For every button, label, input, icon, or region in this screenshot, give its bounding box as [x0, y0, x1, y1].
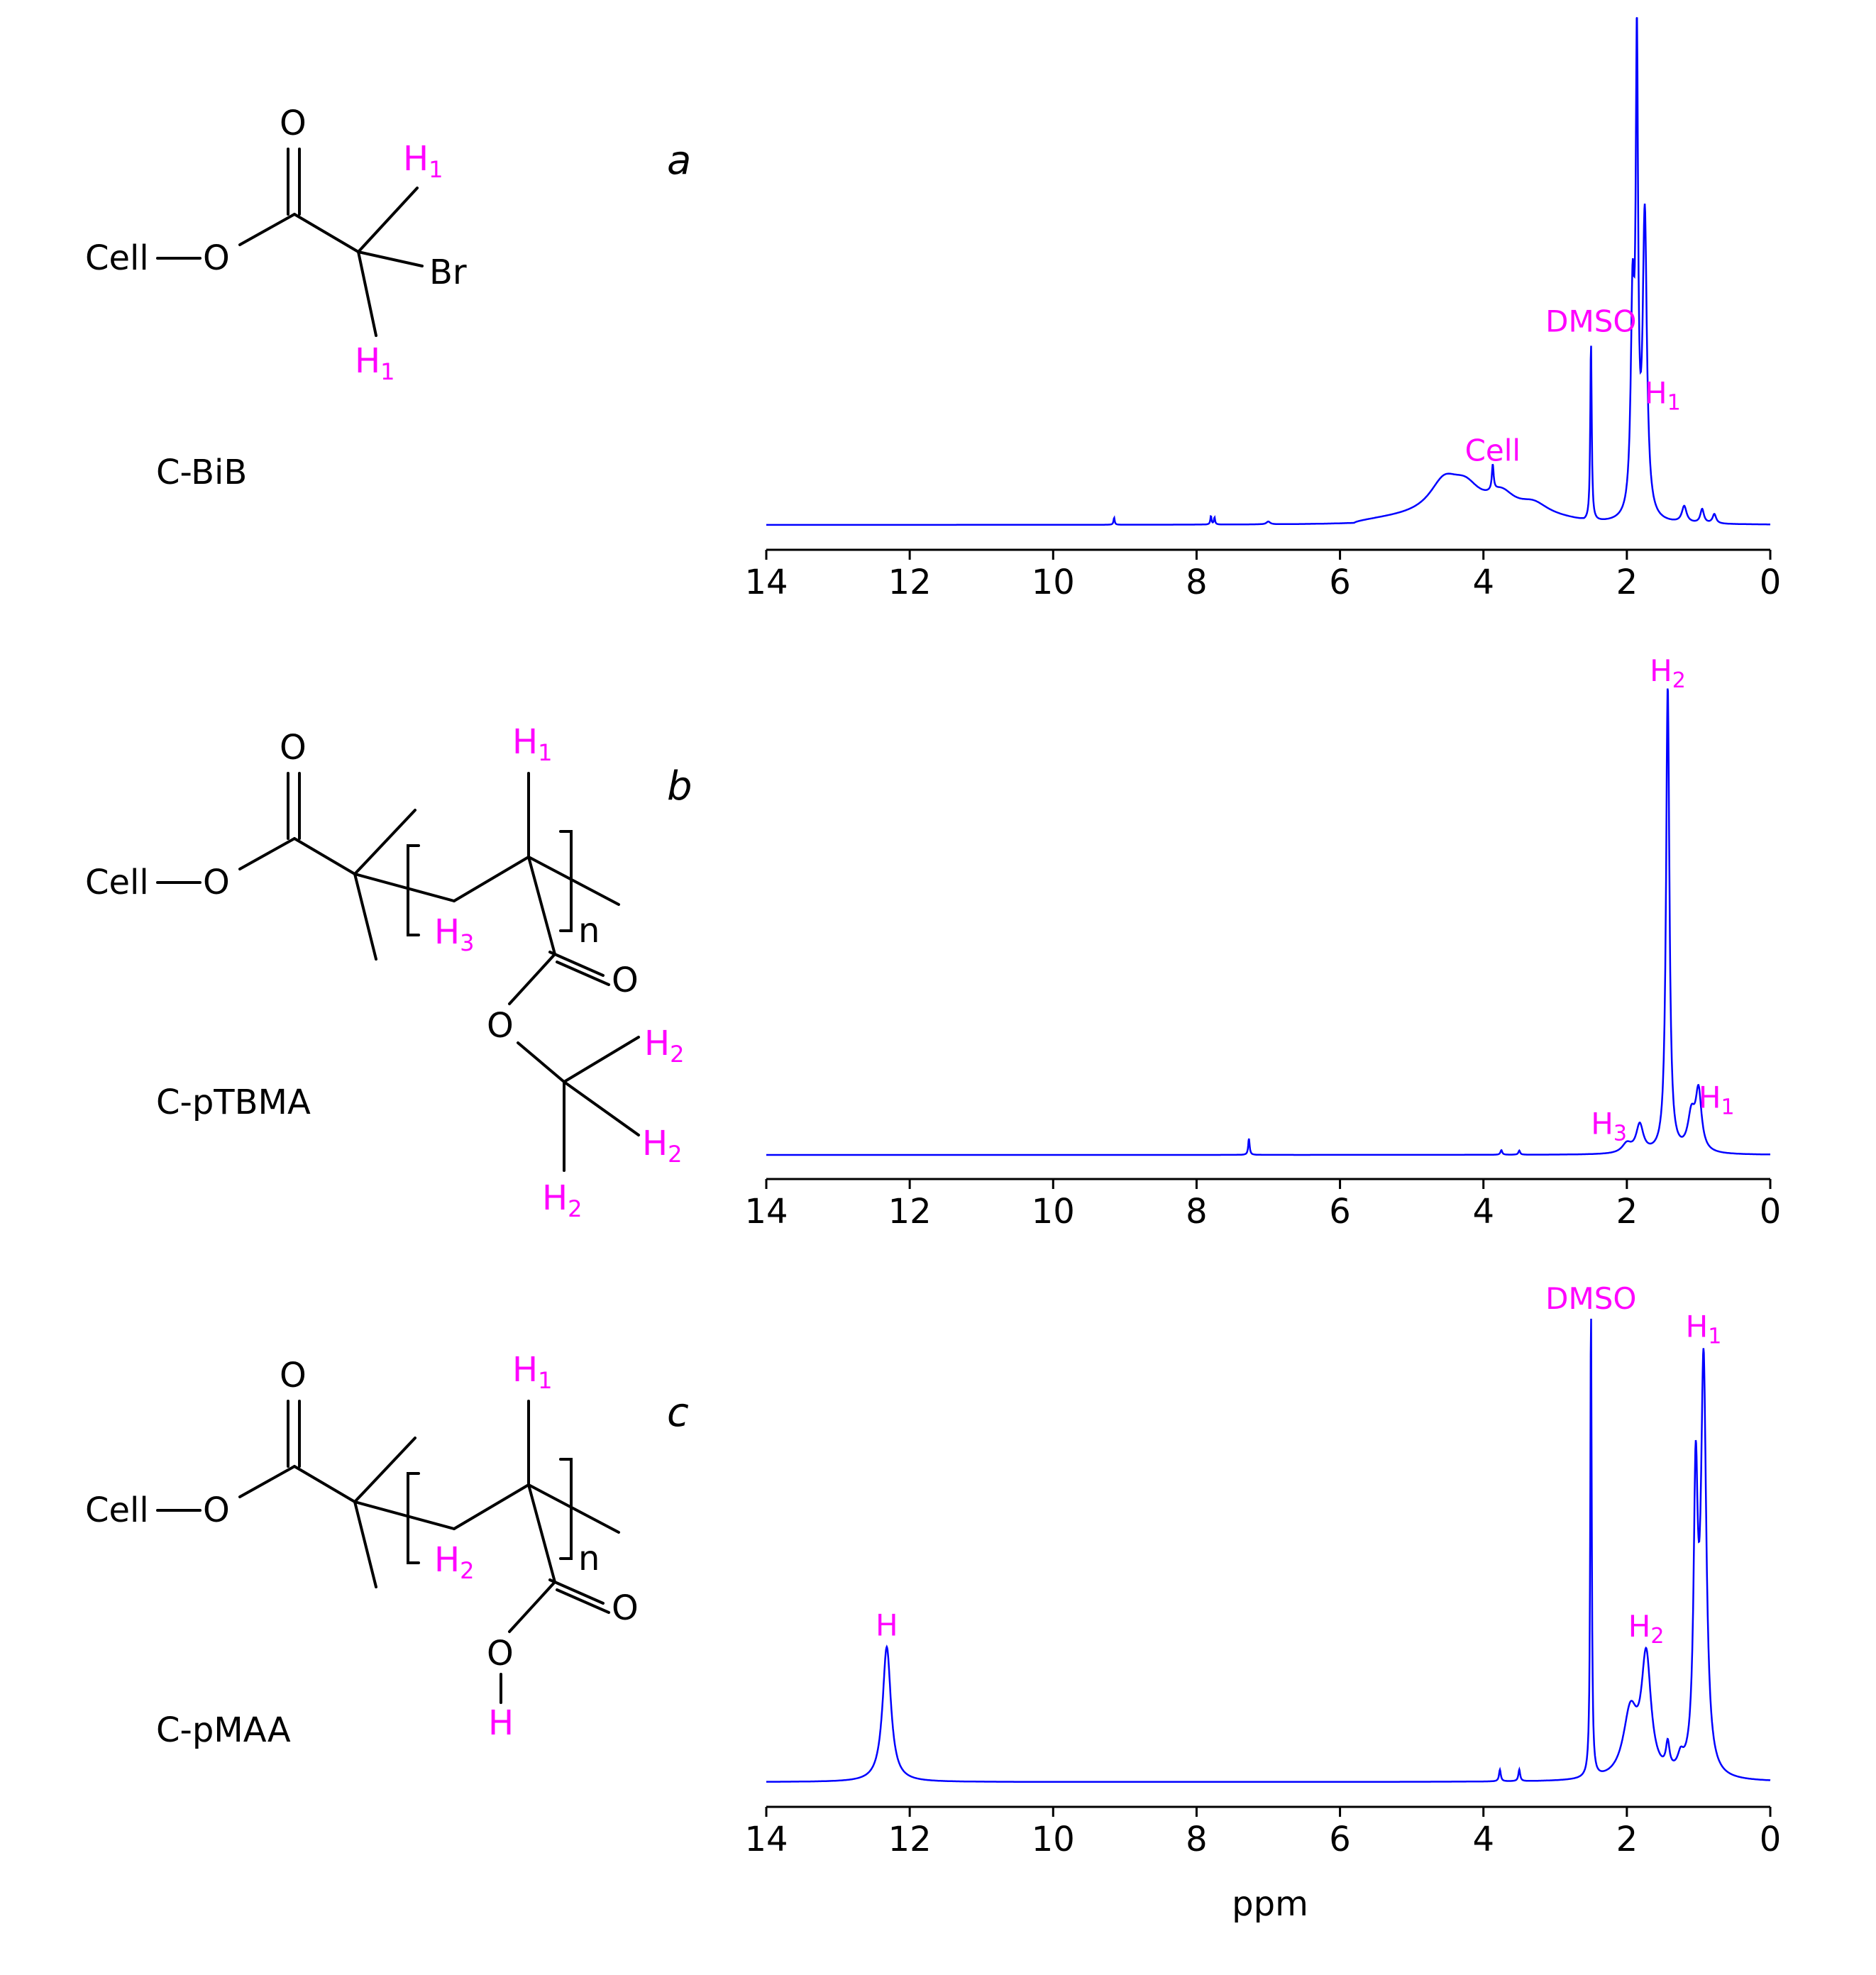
bromine-label: Br [429, 253, 467, 292]
x-axis-label: ppm [1232, 1884, 1308, 1924]
svg-text:H1: H1 [355, 341, 394, 385]
x-tick-label: 4 [1472, 1820, 1494, 1859]
h2-label-1: H2 [644, 1024, 684, 1068]
x-tick-label: 14 [744, 563, 788, 602]
peak-label: H [876, 1608, 898, 1642]
h2-label-3: H2 [542, 1178, 582, 1222]
ester-oxygen: O [203, 863, 230, 902]
x-tick-label: 10 [1032, 1192, 1075, 1232]
carbonyl-oxygen: O [280, 1356, 307, 1395]
x-tick-label: 2 [1616, 1192, 1638, 1232]
x-tick-label: 8 [1186, 1192, 1208, 1232]
carbonyl-oxygen-2: O [612, 1588, 639, 1628]
x-tick-label: 8 [1186, 1820, 1208, 1859]
repeat-n: n [578, 911, 600, 951]
h2-label: H2 [434, 1540, 474, 1584]
structure-c-bib: Cell O O Br H1 H1 C-BiB [85, 104, 467, 492]
x-tick-label: 12 [888, 563, 932, 602]
ester-oxygen: O [203, 238, 230, 278]
x-tick-label: 6 [1329, 563, 1351, 602]
x-tick-label: 14 [744, 1192, 788, 1232]
panel-letter-c: c [667, 1390, 689, 1436]
spectrum-panel-a: 14 12 10 8 6 4 2 0 DMSO Cell H1 [744, 17, 1782, 602]
repeat-n: n [578, 1539, 600, 1578]
spectrum-panel-b: 14 12 10 8 6 4 2 0 H2 H3 H1 [744, 653, 1781, 1232]
structure-c-pmaa: Cell O O n O O H H1 H2 C-pMAA [85, 1350, 639, 1750]
spectrum-panel-c: 14 12 10 8 6 4 2 0 H DMSO H2 H1 [744, 1281, 1781, 1859]
spectrum-line [766, 17, 1770, 526]
compound-name: C-BiB [156, 453, 247, 492]
x-tick-label: 0 [1760, 563, 1782, 602]
acid-h-label: H [488, 1703, 514, 1743]
h1-label: H1 [512, 1350, 552, 1394]
cell-label: Cell [85, 863, 149, 902]
x-tick-label: 2 [1616, 1820, 1638, 1859]
ester-oxygen: O [203, 1490, 230, 1530]
svg-text:H2: H2 [644, 1024, 684, 1068]
panel-letter-b: b [667, 763, 693, 809]
x-tick-label: 0 [1760, 1192, 1782, 1232]
h1-label: H1 [512, 722, 552, 766]
structure-c-ptbma: Cell O O n O O H1 H3 H2 [85, 722, 684, 1222]
peak-label: Cell [1465, 433, 1521, 468]
svg-text:H2: H2 [542, 1178, 582, 1222]
carbonyl-oxygen-2: O [612, 961, 639, 1000]
peak-label: H1 [1645, 376, 1681, 416]
x-tick-label: 12 [888, 1820, 932, 1859]
compound-name: C-pTBMA [156, 1083, 311, 1122]
x-tick-label: 4 [1472, 563, 1494, 602]
carbonyl-oxygen: O [280, 104, 307, 143]
h2-label-2: H2 [642, 1124, 682, 1168]
cell-label: Cell [85, 238, 149, 278]
svg-text:H3: H3 [434, 912, 474, 956]
x-tick-label: 2 [1616, 563, 1638, 602]
peak-label: H2 [1628, 1609, 1665, 1649]
peak-label: H1 [1699, 1080, 1735, 1120]
cell-label: Cell [85, 1490, 149, 1530]
peak-label: DMSO [1545, 304, 1636, 338]
peak-label: H1 [1686, 1310, 1722, 1349]
panel-letter-a: a [667, 138, 691, 184]
h1-label-top: H1 [403, 139, 443, 183]
svg-text:H1: H1 [512, 1350, 552, 1394]
x-tick-label: 4 [1472, 1192, 1494, 1232]
peak-label: DMSO [1545, 1281, 1636, 1316]
x-tick-label: 6 [1329, 1192, 1351, 1232]
x-tick-label: 10 [1032, 1820, 1075, 1859]
hydroxyl-oxygen: O [487, 1634, 514, 1674]
x-tick-label: 0 [1760, 1820, 1782, 1859]
x-tick-label: 10 [1032, 563, 1075, 602]
h1-label-bottom: H1 [355, 341, 394, 385]
x-tick-label: 14 [744, 1820, 788, 1859]
svg-text:H1: H1 [403, 139, 443, 183]
peak-label: H2 [1650, 653, 1686, 693]
svg-text:H2: H2 [642, 1124, 682, 1168]
carbonyl-oxygen: O [280, 728, 307, 768]
x-tick-label: 8 [1186, 563, 1208, 602]
peak-label: H3 [1591, 1106, 1627, 1146]
ester-oxygen-2: O [487, 1006, 514, 1046]
compound-name: C-pMAA [156, 1710, 291, 1750]
h3-label: H3 [434, 912, 474, 956]
svg-text:H1: H1 [512, 722, 552, 766]
x-tick-label: 6 [1329, 1820, 1351, 1859]
x-tick-label: 12 [888, 1192, 932, 1232]
spectrum-line [766, 1318, 1771, 1783]
svg-text:H2: H2 [434, 1540, 474, 1584]
spectrum-line [766, 688, 1770, 1156]
